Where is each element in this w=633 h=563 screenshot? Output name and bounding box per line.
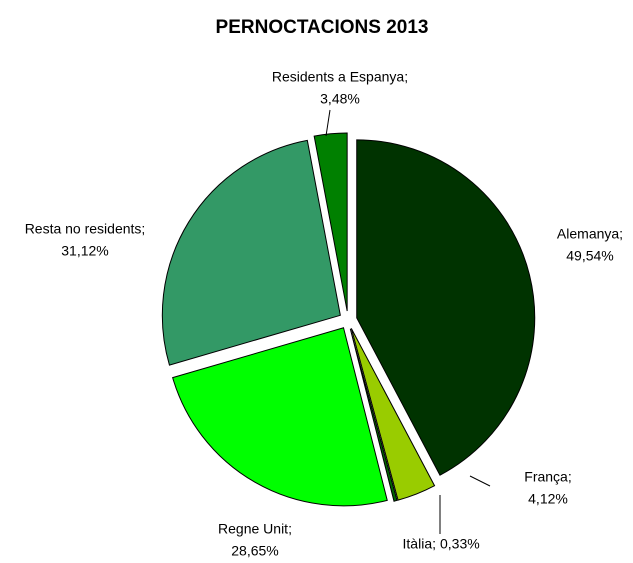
value-label: 28,65% [231,543,278,559]
pie-slice [349,328,398,502]
slice-label: Resta no residents; [25,221,146,237]
value-label: 0,33% [440,536,480,552]
leader-line [469,475,491,487]
pie-slice [313,132,348,312]
pie-slice [172,327,388,507]
slice-label: Itàlia; [403,536,436,552]
slice-label: Residents a Espanya; [272,69,408,85]
value-label: 4,12% [528,491,568,507]
slice-label: Regne Unit; [218,521,292,537]
value-label: 31,12% [61,243,108,259]
leader-line [325,109,331,137]
slice-label: França; [524,469,571,485]
chart-title: PERNOCTACIONS 2013 [216,17,429,38]
value-label: 3,48% [320,91,360,107]
slice-label: Alemanya; [557,226,623,242]
pie-slice [350,328,436,501]
pie-slice [161,139,341,366]
value-label: 49,54% [566,248,613,264]
pie-slice [356,139,536,476]
